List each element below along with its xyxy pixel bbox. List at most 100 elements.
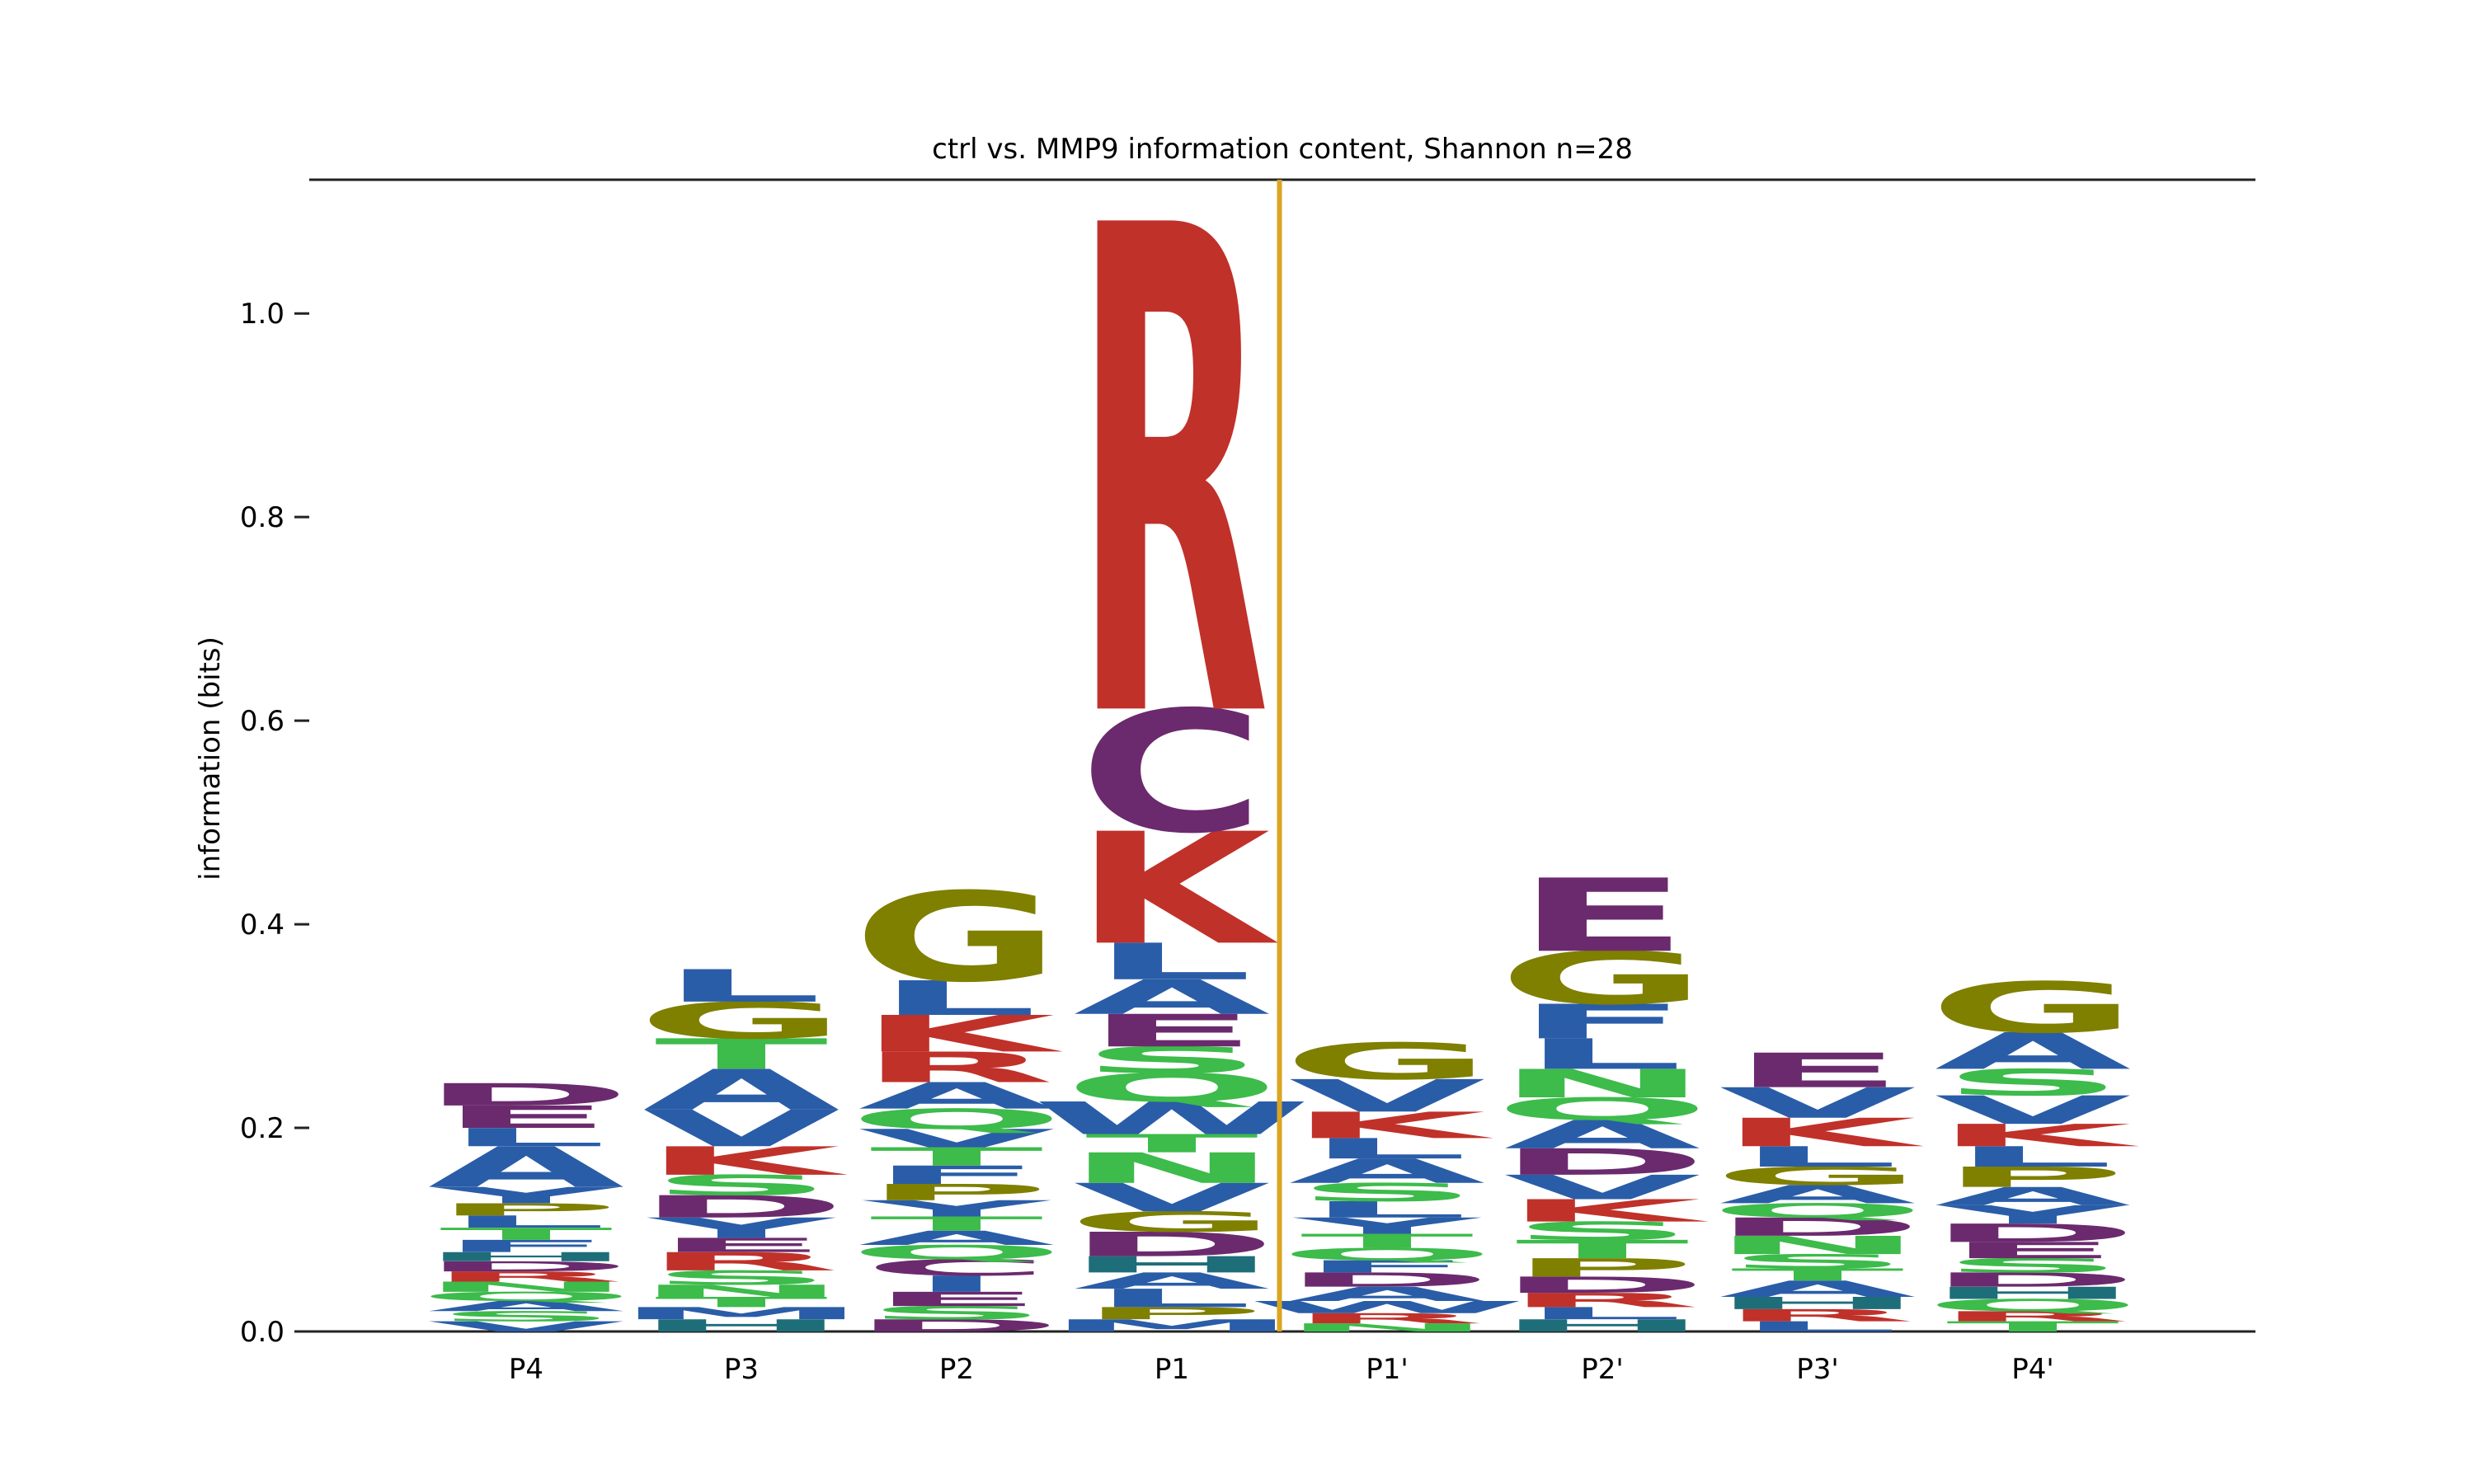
logo-letter: Q <box>1925 1295 2141 1315</box>
logo-letter: Q <box>849 1103 1065 1135</box>
x-tick-label: P1' <box>1366 1353 1408 1386</box>
logo-letter: F <box>1300 1257 1475 1277</box>
logo-letter: A <box>1289 1283 1486 1306</box>
logo-letter: R <box>1289 1310 1484 1327</box>
logo-letter: L <box>1091 933 1253 992</box>
logo-letter: R <box>1935 1308 2130 1325</box>
logo-letter: T <box>870 1143 1043 1172</box>
logo-letter: S <box>1941 1254 2124 1277</box>
logo-letter: L <box>445 1123 607 1152</box>
logo-letter: F <box>1516 994 1690 1050</box>
logo-letter: V <box>1935 1087 2132 1133</box>
y-tick-label: 1.0 <box>240 298 285 331</box>
logo-letter: V <box>1504 1168 1701 1207</box>
y-tick-label: 0.2 <box>240 1112 285 1145</box>
logo-letter: T <box>1731 1265 1904 1284</box>
logo-letter: P <box>1079 1303 1265 1323</box>
logo-letter: P <box>863 1180 1050 1206</box>
logo-letter: W <box>1032 1093 1312 1145</box>
logo-letter: N <box>635 1281 848 1301</box>
logo-letter: N <box>420 1279 633 1295</box>
logo-letter: D <box>1927 1269 2138 1292</box>
logo-letter: E <box>1731 1043 1905 1098</box>
logo-letter: E <box>1946 1237 2120 1264</box>
logo-letter: I <box>910 1271 1004 1298</box>
logo-letter: H <box>420 1250 633 1265</box>
logo-letter: S <box>650 1266 833 1289</box>
logo-letter: D <box>851 1316 1062 1336</box>
logo-letter: A <box>643 1058 840 1123</box>
logo-letter: D <box>1497 1272 1708 1298</box>
logo-letter: Y <box>430 1182 621 1209</box>
logo-letter: S <box>650 1169 833 1201</box>
logo-letter: F <box>440 1237 614 1256</box>
x-tick-label: P3' <box>1796 1353 1838 1386</box>
x-tick-label: P3 <box>724 1353 759 1386</box>
x-tick-label: P4 <box>509 1353 543 1386</box>
logo-letter: T <box>655 1294 828 1311</box>
y-tick-label: 0.0 <box>240 1316 285 1349</box>
logo-letter: Q <box>1064 1065 1280 1111</box>
logo-letter: P <box>1940 1161 2126 1193</box>
logo-letter: T <box>870 1213 1043 1236</box>
logo-letter: V <box>1719 1079 1917 1128</box>
axes: 0.0 0.2 0.4 0.6 0.8 1.0 P4 P3 P2 P1 P1' P2' P3' P4' <box>240 178 2255 1386</box>
logo-letter: D <box>421 1258 632 1275</box>
logo-letter: A <box>1074 1268 1271 1294</box>
logo-letter: Q <box>1494 1092 1710 1127</box>
logo-letter: L <box>1306 1197 1468 1223</box>
logo-letter: L <box>1952 1141 2114 1173</box>
logo-letter: R <box>1504 1289 1700 1312</box>
logo-letter: L <box>876 971 1037 1026</box>
logo-letter: V <box>858 1124 1056 1153</box>
logo-letter: A <box>428 1135 625 1200</box>
x-tick-label: P1 <box>1155 1353 1189 1386</box>
logo-letter: N <box>1065 1144 1278 1193</box>
logo-letter: N <box>1496 1061 1709 1106</box>
logo-letter: Y <box>646 1212 836 1244</box>
logo-letter: K <box>1074 801 1279 979</box>
logo-letter: L <box>1737 1318 1898 1335</box>
logo-letter: Y <box>861 1195 1051 1222</box>
y-tick-label: 0.4 <box>240 909 285 942</box>
logo-letter: T <box>440 1224 613 1244</box>
logo-letter: K <box>643 1139 849 1184</box>
logo-letter: Y <box>1937 1200 2128 1229</box>
logo-letter: V <box>428 1318 625 1335</box>
y-tick-label: 0.6 <box>240 705 285 738</box>
logo-letter: K <box>1289 1105 1494 1147</box>
logo-letter: S <box>1511 1217 1694 1246</box>
logo-letter: E <box>440 1099 614 1134</box>
logo-letter: T <box>1300 1230 1474 1253</box>
logo-letter: A <box>1719 1276 1917 1303</box>
logo-letter: L <box>1522 1031 1683 1079</box>
logo-letter: D <box>421 1077 632 1112</box>
x-tick-label: P2' <box>1581 1353 1623 1386</box>
logo-letter: E <box>870 1288 1044 1311</box>
logo-letter: D <box>1282 1269 1493 1292</box>
y-axis-label: information (bits) <box>194 636 227 881</box>
logo-letter: C <box>1079 675 1265 870</box>
logo-letter: H <box>1711 1294 1924 1313</box>
chart-title: ctrl vs. MMP9 information content, Shann… <box>932 133 1633 166</box>
logo-letter: Q <box>418 1289 634 1304</box>
logo-letter: R <box>428 1269 623 1285</box>
logo-letter: C <box>863 1255 1050 1281</box>
logo-letter: A <box>1935 1182 2132 1211</box>
logo-letter: A <box>1289 1152 1486 1190</box>
logo-letter: F <box>870 1161 1044 1190</box>
logo-letter: A <box>1074 970 1271 1026</box>
logo-letter: K <box>1719 1110 1925 1155</box>
logo-letter: A <box>1504 1112 1701 1158</box>
logo-stacks: VSAQNRDHFTLPYALEDHMTNSREYDSKVATGLDSEICQA… <box>418 161 2141 1336</box>
logo-letter: L <box>1737 1141 1898 1173</box>
logo-letter: K <box>1935 1118 2140 1153</box>
logo-letter: T <box>1085 1129 1258 1158</box>
